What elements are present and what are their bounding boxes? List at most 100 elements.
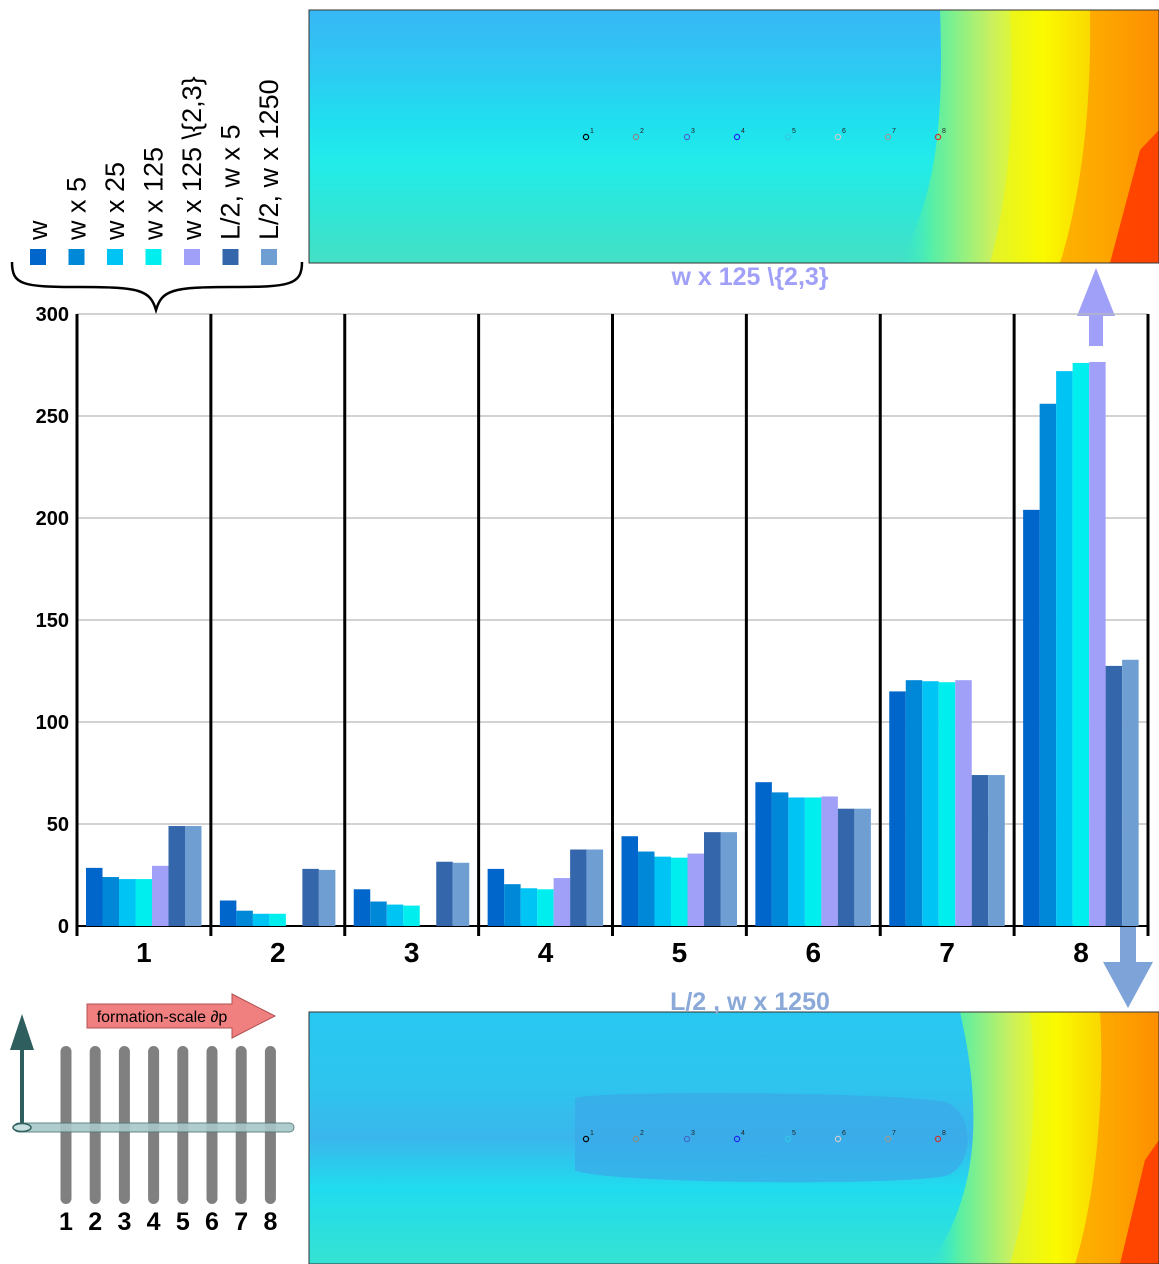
bar bbox=[370, 901, 387, 926]
legend-label: w x 125 bbox=[139, 147, 169, 241]
top-pressure-map bbox=[309, 10, 1159, 263]
well-marker-label: 2 bbox=[640, 1130, 644, 1137]
bar bbox=[318, 869, 336, 926]
bar bbox=[704, 832, 721, 926]
y-axis: 0 50 100 150 200 250 300 bbox=[36, 304, 69, 938]
well-marker bbox=[632, 1135, 640, 1143]
well-marker-label: 4 bbox=[741, 128, 745, 135]
well-marker bbox=[582, 1135, 590, 1143]
bar bbox=[854, 808, 871, 926]
well-marker-label: 5 bbox=[792, 1130, 796, 1137]
bar bbox=[119, 879, 136, 926]
bar bbox=[671, 857, 688, 926]
bar bbox=[720, 832, 737, 926]
well-marker-label: 6 bbox=[842, 1130, 846, 1137]
legend-label: L/2, w x 5 bbox=[216, 124, 246, 240]
schematic-well-label: 5 bbox=[176, 1208, 190, 1236]
bar bbox=[152, 865, 169, 926]
bar bbox=[520, 888, 538, 926]
bar bbox=[988, 775, 1005, 926]
well-marker-label: 1 bbox=[590, 1130, 594, 1137]
bar bbox=[86, 867, 103, 926]
x-tick-label: 6 bbox=[806, 937, 822, 968]
bar bbox=[971, 775, 989, 926]
bar bbox=[487, 868, 505, 926]
schematic-well-label: 4 bbox=[147, 1208, 161, 1236]
well-marker bbox=[733, 133, 741, 141]
bar bbox=[102, 877, 119, 926]
bottom-map-well-markers: 1 2 3 4 5 6 7 8 bbox=[582, 1130, 946, 1143]
bar bbox=[403, 905, 420, 926]
bar bbox=[236, 910, 253, 926]
legend-label: w x 25 bbox=[100, 162, 130, 241]
x-tick-label: 5 bbox=[672, 937, 688, 968]
well-marker-label: 7 bbox=[892, 128, 896, 135]
legend-label: L/2, w x 1250 bbox=[254, 79, 284, 240]
legend-swatch bbox=[222, 249, 239, 265]
bar bbox=[219, 900, 237, 926]
bar bbox=[837, 808, 855, 926]
legend-swatch bbox=[145, 249, 162, 265]
bar bbox=[621, 836, 638, 926]
well-marker bbox=[784, 133, 792, 141]
bar bbox=[804, 797, 822, 926]
formation-arrow: formation-scale ∂p bbox=[86, 993, 277, 1039]
well-marker-label: 8 bbox=[942, 128, 946, 135]
bar bbox=[135, 879, 152, 926]
schematic-well-label: 1 bbox=[59, 1208, 73, 1236]
bar bbox=[586, 849, 604, 926]
bar bbox=[570, 849, 587, 926]
well-marker-label: 3 bbox=[691, 128, 695, 135]
well-marker bbox=[834, 133, 842, 141]
bar bbox=[553, 878, 571, 926]
bar bbox=[955, 680, 972, 926]
well-marker-label: 7 bbox=[892, 1130, 896, 1137]
bottom-map-caption: L/2 , w x 1250 bbox=[670, 988, 830, 1016]
legend-swatch bbox=[107, 249, 123, 265]
well-marker bbox=[934, 1135, 942, 1143]
bar bbox=[185, 826, 202, 926]
legend-swatch bbox=[30, 249, 46, 265]
x-tick-label: 1 bbox=[136, 937, 152, 968]
x-tick-label: 8 bbox=[1073, 937, 1089, 968]
x-tick-label: 2 bbox=[270, 937, 286, 968]
bar bbox=[638, 851, 655, 926]
up-arrow bbox=[1077, 268, 1115, 346]
bar bbox=[452, 862, 470, 926]
well-marker-label: 6 bbox=[842, 128, 846, 135]
bar bbox=[537, 889, 554, 926]
well-marker bbox=[683, 1135, 691, 1143]
bar bbox=[755, 782, 772, 926]
x-tick-label: 3 bbox=[404, 937, 420, 968]
well-marker-label: 4 bbox=[741, 1130, 745, 1137]
bar bbox=[1122, 659, 1139, 926]
bar bbox=[1056, 371, 1073, 926]
bar bbox=[788, 797, 805, 926]
legend-brace bbox=[10, 261, 304, 315]
well-marker-label: 1 bbox=[590, 128, 594, 135]
top-map-frame bbox=[308, 9, 1159, 264]
y-tick-label: 300 bbox=[36, 304, 69, 326]
schematic-well-label: 8 bbox=[263, 1208, 277, 1236]
y-tick-label: 0 bbox=[58, 916, 69, 938]
x-axis: 1 2 3 4 5 6 7 8 bbox=[136, 937, 1089, 968]
bar bbox=[771, 792, 789, 926]
y-tick-label: 150 bbox=[36, 610, 69, 632]
legend-swatch bbox=[68, 249, 85, 265]
y-tick-label: 250 bbox=[36, 406, 69, 428]
legend-swatch bbox=[261, 249, 277, 265]
schematic-well-label: 2 bbox=[88, 1208, 102, 1236]
bar bbox=[504, 884, 521, 926]
bar bbox=[353, 889, 371, 926]
well-marker-label: 3 bbox=[691, 1130, 695, 1137]
top-map-well-markers: 1 2 3 4 5 6 7 8 bbox=[582, 128, 946, 141]
top-map-caption: w x 125 \{2,3} bbox=[670, 263, 828, 291]
chart-bars bbox=[86, 361, 1139, 927]
y-tick-label: 200 bbox=[36, 508, 69, 530]
well-marker-label: 2 bbox=[640, 128, 644, 135]
bar bbox=[386, 904, 404, 926]
x-tick-label: 4 bbox=[538, 937, 554, 968]
schematic-well-label: 3 bbox=[117, 1208, 131, 1236]
